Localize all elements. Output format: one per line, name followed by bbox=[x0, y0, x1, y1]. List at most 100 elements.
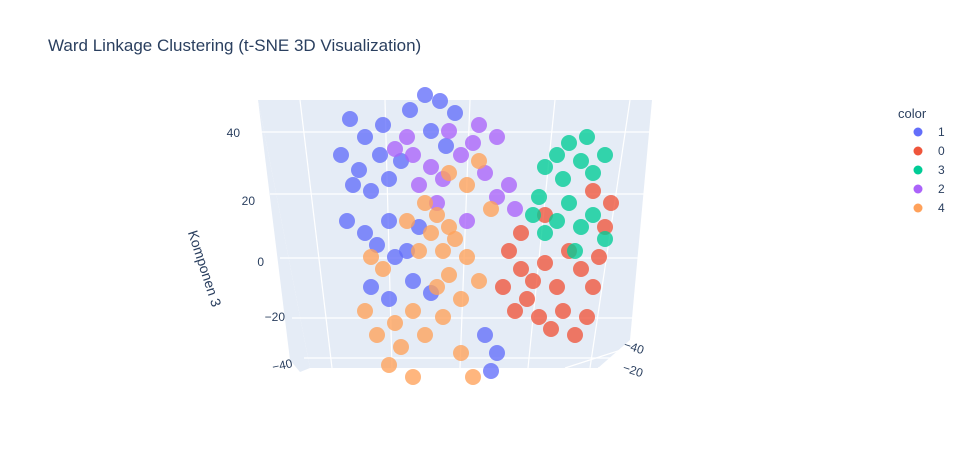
data-point-cluster-3[interactable] bbox=[597, 147, 613, 163]
data-point-cluster-1[interactable] bbox=[423, 123, 439, 139]
data-point-cluster-2[interactable] bbox=[423, 159, 439, 175]
data-point-cluster-2[interactable] bbox=[411, 177, 427, 193]
data-point-cluster-4[interactable] bbox=[411, 243, 427, 259]
data-point-cluster-0[interactable] bbox=[579, 309, 595, 325]
data-point-cluster-1[interactable] bbox=[402, 102, 418, 118]
data-point-cluster-4[interactable] bbox=[363, 249, 379, 265]
data-point-cluster-2[interactable] bbox=[477, 165, 493, 181]
data-point-cluster-2[interactable] bbox=[459, 213, 475, 229]
data-point-cluster-0[interactable] bbox=[591, 249, 607, 265]
data-point-cluster-4[interactable] bbox=[357, 303, 373, 319]
data-point-cluster-4[interactable] bbox=[381, 357, 397, 373]
data-point-cluster-1[interactable] bbox=[339, 213, 355, 229]
legend-item-0[interactable]: 0 bbox=[913, 144, 946, 158]
data-point-cluster-0[interactable] bbox=[513, 225, 529, 241]
data-point-cluster-0[interactable] bbox=[603, 195, 619, 211]
data-point-cluster-0[interactable] bbox=[585, 279, 601, 295]
data-point-cluster-2[interactable] bbox=[441, 123, 457, 139]
data-point-cluster-3[interactable] bbox=[549, 147, 565, 163]
data-point-cluster-1[interactable] bbox=[477, 327, 493, 343]
data-point-cluster-1[interactable] bbox=[372, 147, 388, 163]
data-point-cluster-1[interactable] bbox=[342, 111, 358, 127]
data-point-cluster-3[interactable] bbox=[597, 231, 613, 247]
data-point-cluster-3[interactable] bbox=[573, 219, 589, 235]
data-point-cluster-0[interactable] bbox=[567, 327, 583, 343]
data-point-cluster-3[interactable] bbox=[561, 135, 577, 151]
data-point-cluster-4[interactable] bbox=[405, 303, 421, 319]
data-point-cluster-4[interactable] bbox=[399, 213, 415, 229]
data-point-cluster-3[interactable] bbox=[555, 171, 571, 187]
data-point-cluster-2[interactable] bbox=[471, 117, 487, 133]
data-point-cluster-3[interactable] bbox=[573, 153, 589, 169]
data-point-cluster-2[interactable] bbox=[387, 141, 403, 157]
data-point-cluster-0[interactable] bbox=[543, 321, 559, 337]
data-point-cluster-1[interactable] bbox=[393, 153, 409, 169]
data-point-cluster-0[interactable] bbox=[573, 261, 589, 277]
data-point-cluster-4[interactable] bbox=[369, 327, 385, 343]
data-point-cluster-1[interactable] bbox=[405, 273, 421, 289]
data-point-cluster-0[interactable] bbox=[555, 303, 571, 319]
data-point-cluster-1[interactable] bbox=[351, 162, 367, 178]
data-point-cluster-1[interactable] bbox=[363, 183, 379, 199]
data-point-cluster-1[interactable] bbox=[399, 243, 415, 259]
data-point-cluster-0[interactable] bbox=[525, 273, 541, 289]
data-point-cluster-2[interactable] bbox=[501, 177, 517, 193]
data-point-cluster-4[interactable] bbox=[459, 177, 475, 193]
data-point-cluster-1[interactable] bbox=[438, 138, 454, 154]
data-point-cluster-3[interactable] bbox=[585, 207, 601, 223]
data-point-cluster-2[interactable] bbox=[405, 147, 421, 163]
data-point-cluster-4[interactable] bbox=[453, 291, 469, 307]
data-point-cluster-1[interactable] bbox=[381, 171, 397, 187]
data-point-cluster-1[interactable] bbox=[345, 177, 361, 193]
data-point-cluster-1[interactable] bbox=[333, 147, 349, 163]
data-point-cluster-2[interactable] bbox=[453, 147, 469, 163]
data-point-cluster-4[interactable] bbox=[405, 369, 421, 385]
data-point-cluster-4[interactable] bbox=[441, 267, 457, 283]
data-point-cluster-1[interactable] bbox=[489, 345, 505, 361]
data-point-cluster-2[interactable] bbox=[399, 129, 415, 145]
data-point-cluster-4[interactable] bbox=[417, 327, 433, 343]
data-point-cluster-4[interactable] bbox=[447, 231, 463, 247]
data-point-cluster-4[interactable] bbox=[375, 261, 391, 277]
data-point-cluster-1[interactable] bbox=[363, 279, 379, 295]
data-point-cluster-4[interactable] bbox=[465, 369, 481, 385]
data-point-cluster-4[interactable] bbox=[471, 153, 487, 169]
data-point-cluster-1[interactable] bbox=[447, 105, 463, 121]
data-point-cluster-4[interactable] bbox=[393, 339, 409, 355]
data-point-cluster-4[interactable] bbox=[453, 345, 469, 361]
data-point-cluster-4[interactable] bbox=[417, 195, 433, 211]
legend-item-1[interactable]: 1 bbox=[913, 125, 946, 139]
legend-item-2[interactable]: 2 bbox=[913, 182, 946, 196]
data-point-cluster-1[interactable] bbox=[387, 249, 403, 265]
data-point-cluster-0[interactable] bbox=[501, 243, 517, 259]
data-point-cluster-4[interactable] bbox=[387, 315, 403, 331]
data-point-cluster-4[interactable] bbox=[441, 219, 457, 235]
data-point-cluster-3[interactable] bbox=[561, 195, 577, 211]
data-point-cluster-3[interactable] bbox=[525, 207, 541, 223]
data-point-cluster-0[interactable] bbox=[597, 219, 613, 235]
data-point-cluster-4[interactable] bbox=[435, 309, 451, 325]
data-point-cluster-0[interactable] bbox=[549, 279, 565, 295]
data-point-cluster-3[interactable] bbox=[579, 129, 595, 145]
data-point-cluster-2[interactable] bbox=[507, 201, 523, 217]
legend-item-4[interactable]: 4 bbox=[913, 201, 946, 215]
data-point-cluster-3[interactable] bbox=[531, 189, 547, 205]
data-point-cluster-1[interactable] bbox=[381, 291, 397, 307]
data-point-cluster-4[interactable] bbox=[429, 207, 445, 223]
data-point-cluster-0[interactable] bbox=[537, 255, 553, 271]
data-point-cluster-2[interactable] bbox=[489, 129, 505, 145]
data-point-cluster-1[interactable] bbox=[417, 87, 433, 103]
data-point-cluster-4[interactable] bbox=[429, 279, 445, 295]
data-point-cluster-4[interactable] bbox=[441, 165, 457, 181]
data-point-cluster-4[interactable] bbox=[435, 243, 451, 259]
data-point-cluster-2[interactable] bbox=[429, 195, 445, 211]
data-point-cluster-4[interactable] bbox=[483, 201, 499, 217]
data-point-cluster-3[interactable] bbox=[585, 165, 601, 181]
data-point-cluster-4[interactable] bbox=[423, 225, 439, 241]
data-point-cluster-3[interactable] bbox=[537, 225, 553, 241]
data-point-cluster-1[interactable] bbox=[381, 213, 397, 229]
data-point-cluster-0[interactable] bbox=[519, 291, 535, 307]
data-point-cluster-0[interactable] bbox=[507, 303, 523, 319]
data-point-cluster-1[interactable] bbox=[483, 363, 499, 379]
data-point-cluster-3[interactable] bbox=[549, 213, 565, 229]
